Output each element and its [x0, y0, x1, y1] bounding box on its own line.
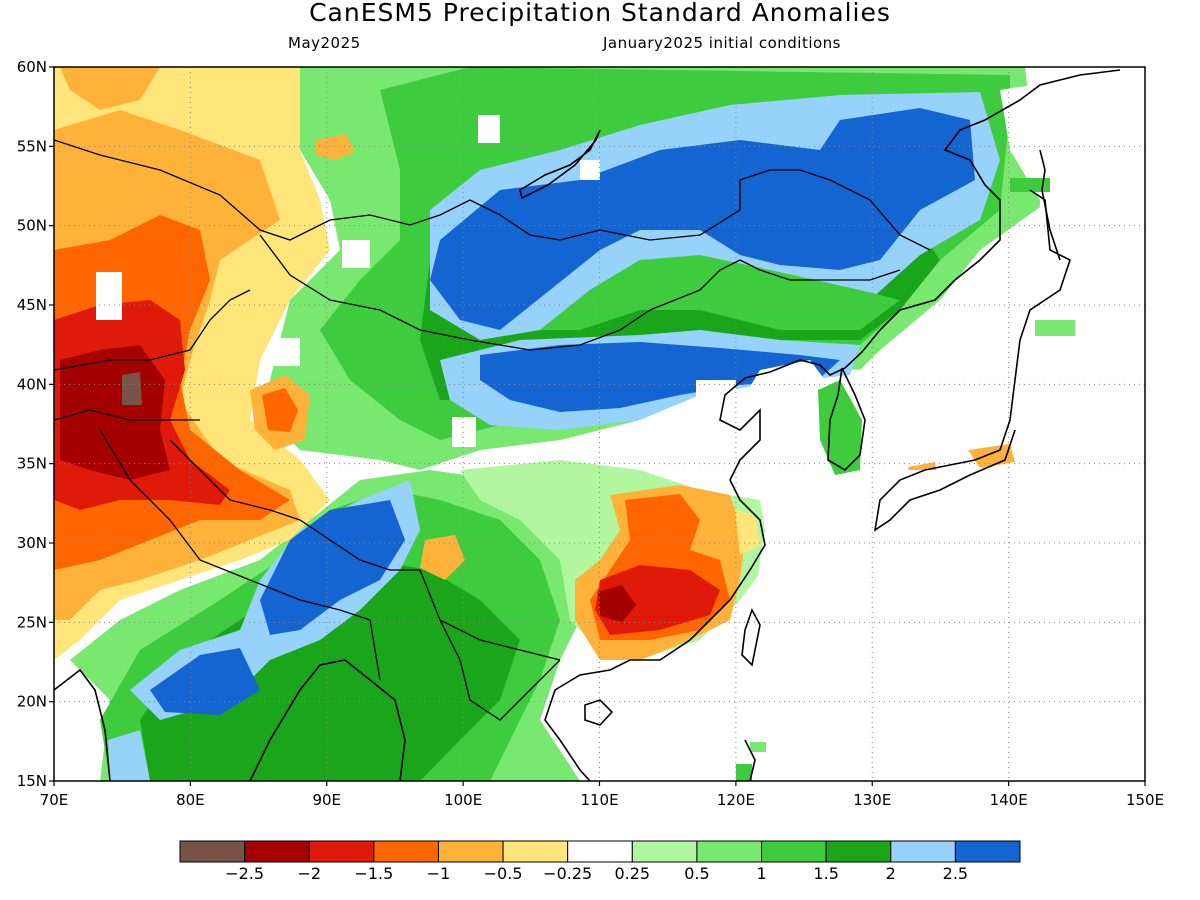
coastlines: [54, 69, 1121, 781]
colorbar-swatch: [825, 840, 892, 863]
longitude-labels: 70E 80E 90E 100E 110E 120E 130E 140E 150E: [40, 781, 1164, 809]
colorbar-swatch: [567, 840, 633, 863]
lat-tick-label: 25N: [17, 613, 47, 631]
lon-tick-label: 120E: [717, 791, 755, 809]
lat-tick-label: 45N: [17, 296, 47, 314]
forecast-month: May2025: [288, 34, 361, 52]
lat-tick-label: 40N: [17, 375, 47, 393]
colorbar-label: −2: [297, 864, 321, 883]
lon-tick-label: 140E: [990, 791, 1028, 809]
colorbar-label: 0.5: [684, 864, 709, 883]
initial-conditions: January2025 initial conditions: [603, 34, 841, 52]
colorbar-swatch: [954, 840, 1021, 863]
anomaly-field: [54, 67, 1145, 781]
colorbar-label: −2.5: [225, 864, 264, 883]
lon-tick-label: 110E: [580, 791, 618, 809]
lat-tick-label: 60N: [17, 58, 47, 76]
colorbar-swatch: [437, 840, 504, 863]
lon-tick-label: 80E: [176, 791, 205, 809]
colorbar-swatch: [761, 840, 827, 863]
lon-tick-label: 70E: [40, 791, 69, 809]
colorbar: −2.5 −2 −1.5 −1 −0.5 −0.25 0.25 0.5 1 1.5 2 2.5: [179, 840, 1021, 883]
lat-tick-label: 35N: [17, 455, 47, 473]
lat-tick-label: 30N: [17, 534, 47, 552]
colorbar-swatch: [696, 840, 763, 863]
lon-tick-label: 100E: [444, 791, 482, 809]
latitude-labels: 15N 20N 25N 30N 35N 40N 45N 50N 55N 60N: [17, 58, 54, 790]
lat-tick-label: 50N: [17, 217, 47, 235]
colorbar-label: −0.25: [543, 864, 592, 883]
colorbar-label: 2: [886, 864, 896, 883]
colorbar-label: −1.5: [354, 864, 393, 883]
lon-tick-label: 150E: [1126, 791, 1164, 809]
graticule: [54, 67, 1145, 781]
lon-tick-label: 130E: [853, 791, 891, 809]
colorbar-label: 0.25: [614, 864, 650, 883]
lon-tick-label: 90E: [312, 791, 341, 809]
lat-tick-label: 55N: [17, 137, 47, 155]
colorbar-label: −0.5: [484, 864, 523, 883]
map-title: CanESM5 Precipitation Standard Anomalies: [309, 0, 891, 27]
lat-tick-label: 15N: [17, 772, 47, 790]
colorbar-swatch: [179, 840, 246, 863]
colorbar-swatch: [308, 840, 375, 863]
colorbar-label: 1.5: [813, 864, 838, 883]
colorbar-swatch: [890, 840, 956, 863]
colorbar-swatch: [373, 840, 439, 863]
lat-tick-label: 20N: [17, 693, 47, 711]
colorbar-swatch: [502, 840, 569, 863]
colorbar-label: 2.5: [943, 864, 968, 883]
colorbar-label: −1: [427, 864, 451, 883]
colorbar-swatch: [244, 840, 310, 863]
colorbar-label: 1: [756, 864, 766, 883]
colorbar-swatch: [631, 840, 698, 863]
country-borders: [54, 139, 931, 721]
